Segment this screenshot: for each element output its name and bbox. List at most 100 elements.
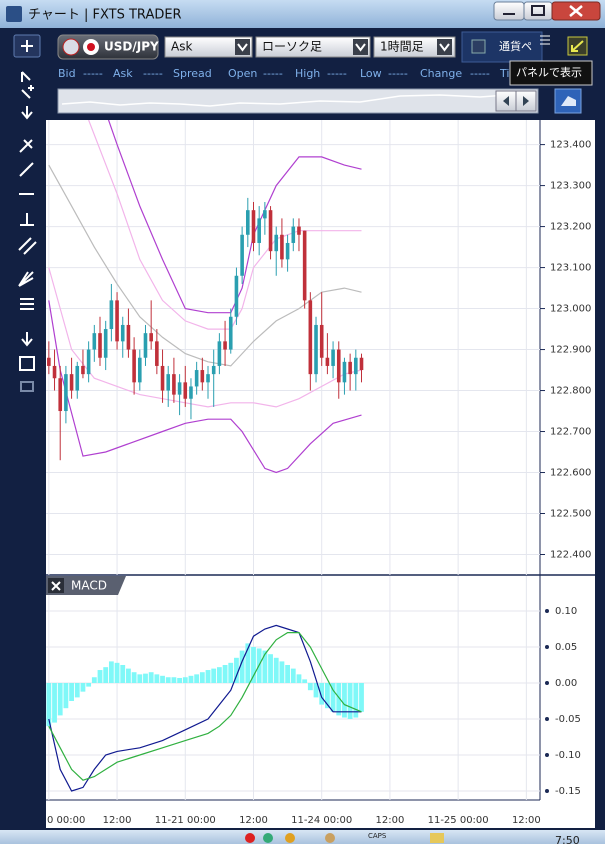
candle-body [257,218,261,243]
panel-icon-arrow [571,40,584,52]
candle-body [189,386,193,399]
histogram-bar [313,683,319,698]
candle-body [126,324,131,350]
list-tool[interactable] [19,356,35,371]
axes: 123.400 123.300 123.200 123.100 123.000 122.9… [47,140,591,826]
hammer-tool[interactable] [19,139,33,153]
candle-body [86,349,91,375]
candle-body [58,378,63,412]
chart-type-dropdown[interactable] [255,36,371,58]
candle-body [115,300,119,342]
checkbox[interactable] [471,39,486,54]
info-field: Change [420,67,462,80]
channel-tool[interactable] [18,237,37,255]
indicator-line [48,300,362,474]
macd-title: MACD [71,579,107,593]
price-side-dropdown[interactable] [164,36,253,58]
histogram-bar [307,683,313,691]
candle-body [194,370,199,387]
candle-body [354,357,358,375]
candle-body [234,275,239,317]
panel-label: 通貨ペ [499,39,532,53]
histogram-bar [216,667,222,683]
x-tick-label: 12:00 [512,815,541,826]
hand-tool[interactable] [21,106,33,120]
candle-body [228,316,233,350]
minimize-button[interactable] [493,1,525,21]
histogram-bar [205,670,211,683]
tooltip-text: パネルで表示 [516,65,582,79]
histogram-bar [199,672,205,683]
maximize-button[interactable] [523,1,553,21]
pointer-tool[interactable] [21,71,31,82]
candle-body [109,300,114,330]
line-tool[interactable] [19,162,34,177]
info-field: Open [228,67,257,80]
histogram-bar [97,670,103,683]
candle-body [64,374,68,412]
x-tick-label: 12:00 [103,815,132,826]
fib-tool[interactable] [20,298,34,310]
right-edge [596,120,605,828]
y-tick [545,681,549,685]
candle-body [325,357,330,366]
dropdown-arrow [439,43,450,52]
candle-body [331,349,335,366]
add-icon [21,40,33,52]
candle-body [143,333,148,358]
histogram-bar [126,668,131,683]
histogram-bar [268,654,273,683]
y-tick-label: 122.500 [550,509,591,520]
tray-icon [285,833,295,843]
crosshair-tool[interactable] [21,85,34,99]
histogram-bar [353,683,359,718]
histogram-bar [319,683,325,705]
navigator[interactable] [57,88,539,114]
histogram-bar [52,683,57,723]
fan-tool[interactable] [18,271,34,287]
down-tool[interactable] [21,332,33,347]
y-tick [545,753,549,757]
y-tick-label: 122.900 [550,345,591,356]
symbol-selector[interactable] [57,34,159,60]
y-tick-label: 0.10 [555,606,577,617]
camera-tool[interactable] [20,381,34,392]
tray-icon [325,833,335,843]
histogram-bar [245,643,251,683]
tray-icon [430,833,444,843]
info-bar: Bid ----- Ask ----- Spread Open ----- High -----… [58,67,509,80]
candle-body [47,357,51,366]
histogram-bar [359,683,364,712]
histogram-bar [182,677,188,683]
candle-body [217,341,222,366]
menu-icon[interactable] [540,35,550,45]
candle-body [132,349,136,383]
y-tick-label: 122.700 [550,427,591,438]
histogram-bar [251,647,256,683]
tray-icon [263,833,273,843]
macd-plot [46,624,364,792]
candle-body [223,341,227,350]
x-tick-label: 12:00 [239,815,268,826]
y-tick [545,645,549,649]
histogram-bar [347,683,353,719]
histogram-bar [211,668,217,683]
histogram-bar [148,672,154,683]
info-field: ----- [388,67,408,80]
histogram-bar [239,650,245,683]
price-side-value: Ask [171,40,192,54]
y-tick-label: 123.300 [550,181,591,192]
histogram-bar [91,677,97,683]
candle-body [206,374,210,383]
candle-body [359,357,364,371]
candle-body [280,234,284,260]
histogram-bar [143,673,148,683]
histogram-bar [234,657,239,683]
candle-body [120,324,125,342]
histogram-bar [86,683,92,687]
histogram-bar [302,679,308,683]
candle-body [342,361,347,383]
histogram-bar [137,674,143,683]
timeframe-dropdown[interactable] [373,36,456,58]
vline-tool[interactable] [20,213,34,226]
